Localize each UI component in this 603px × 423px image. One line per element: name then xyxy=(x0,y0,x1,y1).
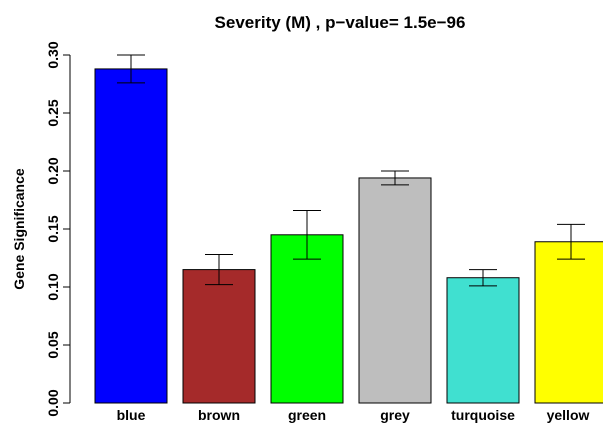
bar xyxy=(534,241,603,404)
y-tick-label: 0.30 xyxy=(45,41,61,68)
y-tick-label: 0.10 xyxy=(45,273,61,300)
y-tick-label: 0.20 xyxy=(45,157,61,184)
chart-title: Severity (M) , p−value= 1.5e−96 xyxy=(215,13,466,32)
y-axis-label: Gene Significance xyxy=(11,168,27,290)
x-tick-label: turquoise xyxy=(451,407,515,423)
y-tick-label: 0.05 xyxy=(45,331,61,358)
y-tick-label: 0.15 xyxy=(45,215,61,242)
bar xyxy=(270,234,344,404)
bar xyxy=(182,269,256,404)
x-tick-label: grey xyxy=(380,407,410,423)
y-tick-label: 0.25 xyxy=(45,99,61,126)
x-tick-label: green xyxy=(288,407,326,423)
bar xyxy=(446,277,520,404)
x-tick-label: brown xyxy=(198,407,240,423)
y-tick-label: 0.00 xyxy=(45,389,61,416)
x-tick-label: blue xyxy=(117,407,146,423)
bar xyxy=(358,177,432,404)
bar xyxy=(94,68,168,404)
x-tick-label: yellow xyxy=(547,407,590,423)
